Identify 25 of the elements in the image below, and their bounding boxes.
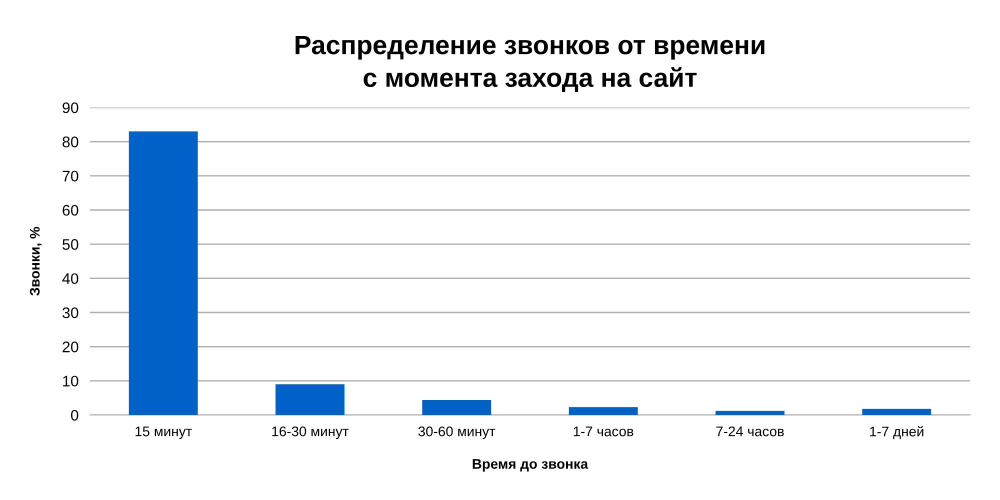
y-tick-label: 40 xyxy=(62,273,78,284)
y-axis-title: Звонки, % xyxy=(30,226,42,296)
bar xyxy=(568,407,638,415)
bar xyxy=(862,408,932,415)
y-tick-label: 20 xyxy=(62,342,78,352)
bar xyxy=(128,131,198,415)
bar xyxy=(276,384,344,415)
y-tick-label: 80 xyxy=(62,136,78,148)
bar xyxy=(422,400,492,415)
y-tick-label: 0 xyxy=(70,410,78,421)
x-tick-label: 30-60 минут xyxy=(418,426,496,440)
y-tick-label: 70 xyxy=(62,170,78,182)
x-axis-title: Время до звонка xyxy=(472,459,588,472)
x-tick-label: 1-7 дней xyxy=(870,426,924,440)
x-tick-label: 15 минут xyxy=(136,426,192,440)
x-tick-label: 16-30 минут xyxy=(272,426,349,440)
bar xyxy=(716,410,784,415)
y-tick-label: 10 xyxy=(63,376,78,387)
y-tick-label: 90 xyxy=(62,102,78,114)
x-tick-label: 1-7 часов xyxy=(574,426,634,436)
x-tick-label: 7-24 часов xyxy=(716,426,784,436)
chart-title: Распределение звонков от времени с момента захода на сайт xyxy=(296,36,764,92)
y-tick-label: 50 xyxy=(62,239,78,250)
y-tick-label: 30 xyxy=(62,307,78,318)
y-tick-label: 60 xyxy=(62,204,78,216)
